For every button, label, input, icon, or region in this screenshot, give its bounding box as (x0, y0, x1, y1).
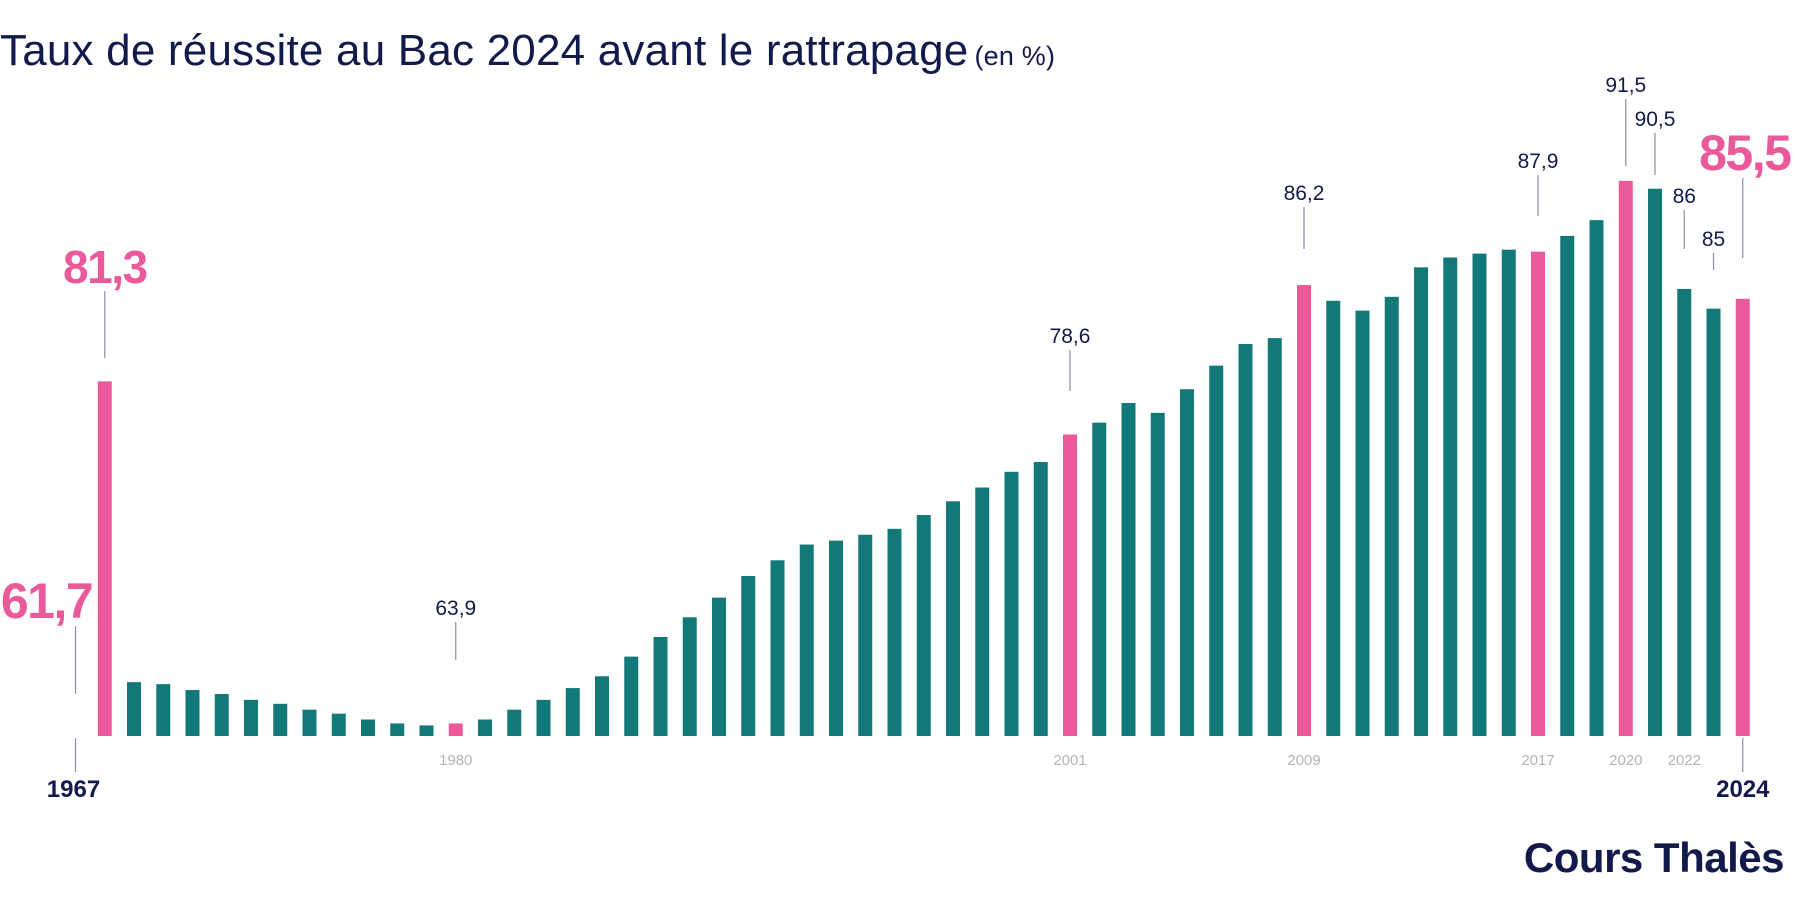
bar-2002 (1092, 422, 1107, 736)
x-tick-label-2001: 2001 (1053, 752, 1086, 769)
bar-2019 (1589, 220, 1604, 736)
bar-1987 (653, 636, 668, 736)
bar-2009 (1297, 285, 1311, 736)
bar-2023 (1706, 308, 1721, 736)
data-label-1980: 63,9 (435, 597, 476, 620)
bar-2017 (1531, 251, 1545, 736)
bar-1995 (887, 528, 902, 736)
bar-1984 (565, 688, 580, 736)
x-tick-label-1967: 1967 (47, 776, 100, 803)
bar-1985 (595, 676, 609, 736)
bar-1975 (302, 709, 317, 736)
x-tick-label-2009: 2009 (1287, 752, 1320, 769)
data-label-1967: 61,7 (1, 573, 92, 629)
bar-2001 (1063, 434, 1077, 736)
bar-2010 (1326, 300, 1341, 736)
bar-2016 (1501, 249, 1516, 736)
bar-1993 (829, 540, 843, 736)
x-tick-label-2022: 2022 (1668, 752, 1701, 769)
bar-2022 (1677, 288, 1692, 736)
bar-1979 (419, 725, 434, 736)
bar-1978 (390, 723, 405, 736)
bar-1997 (946, 501, 960, 736)
bar-2013 (1414, 267, 1428, 736)
bar-2015 (1472, 253, 1487, 736)
bar-1974 (273, 703, 288, 736)
bar-2006 (1209, 365, 1224, 736)
bar-1971 (185, 690, 200, 736)
bar-2021 (1648, 188, 1662, 736)
bar-2000 (1033, 461, 1048, 736)
bar-1969 (127, 682, 141, 736)
bar-2024 (1735, 298, 1750, 736)
data-label-2022: 86 (1673, 185, 1696, 208)
bar-1991 (770, 560, 785, 736)
chart-title-unit: (en %) (974, 41, 1056, 71)
data-label-2023: 85 (1702, 228, 1725, 251)
bar-2008 (1267, 338, 1282, 736)
bar-1992 (799, 544, 814, 736)
bar-1973 (244, 699, 258, 736)
bar-2011 (1355, 310, 1370, 736)
bar-1968 (97, 381, 112, 736)
bar-1988 (682, 617, 697, 736)
bar-1970 (156, 684, 171, 736)
x-tick-label-2017: 2017 (1521, 752, 1554, 769)
bar-2004 (1150, 412, 1165, 736)
bar-1982 (507, 709, 522, 736)
brand-logo: Cours Thalès (1523, 834, 1785, 881)
bar-2007 (1238, 344, 1253, 736)
x-tick-label-2020: 2020 (1609, 752, 1642, 769)
bar-1980 (448, 723, 463, 736)
bar-1994 (858, 534, 873, 736)
bar-1983 (536, 699, 551, 736)
bar-1998 (975, 487, 990, 736)
chart-title: Taux de réussite au Bac 2024 avant le ra… (0, 26, 1055, 76)
data-label-2021: 90,5 (1635, 108, 1676, 131)
bar-1976 (331, 713, 346, 736)
bar-1999 (1004, 471, 1019, 736)
chart-title-text: Taux de réussite au Bac 2024 avant le ra… (0, 26, 969, 75)
data-label-2017: 87,9 (1518, 150, 1559, 173)
bar-2014 (1443, 257, 1458, 736)
x-tick-label-2024: 2024 (1716, 776, 1770, 803)
bar-2003 (1121, 403, 1136, 736)
data-label-2001: 78,6 (1050, 325, 1091, 348)
bar-1986 (624, 656, 639, 736)
bar-2005 (1180, 389, 1194, 736)
bar-1981 (478, 719, 492, 736)
data-label-1968: 81,3 (63, 241, 147, 293)
bar-2020 (1618, 180, 1633, 737)
data-label-2024: 85,5 (1699, 125, 1791, 181)
x-tick-label-1980: 1980 (439, 752, 472, 769)
data-label-2009: 86,2 (1284, 182, 1325, 205)
bar-1990 (741, 576, 756, 736)
bar-2018 (1560, 235, 1575, 736)
bar-2012 (1384, 296, 1399, 736)
bar-1989 (712, 597, 726, 736)
data-label-2020: 91,5 (1605, 74, 1646, 97)
bar-1977 (361, 719, 375, 736)
bar-1996 (916, 515, 931, 736)
bar-1972 (214, 693, 229, 736)
